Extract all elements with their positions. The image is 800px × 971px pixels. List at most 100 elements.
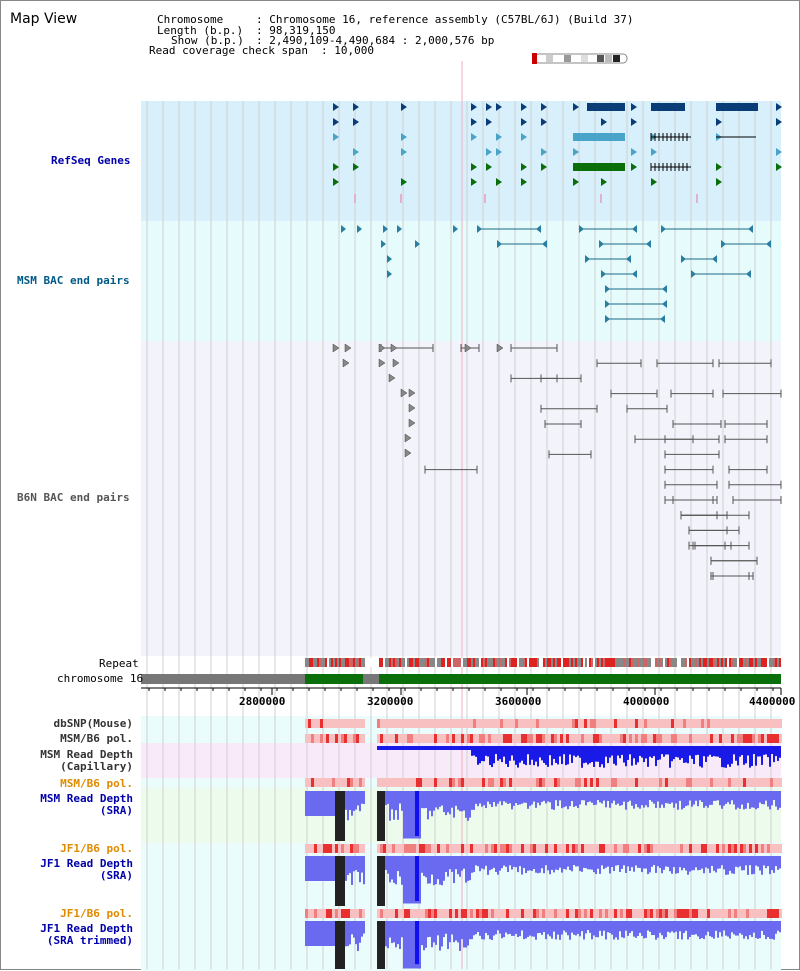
msm-bac-track-label[interactable]: MSM BAC end pairs bbox=[17, 274, 130, 287]
depth-bar bbox=[737, 791, 739, 808]
depth-bar bbox=[477, 921, 479, 932]
polymorphism-mark bbox=[671, 734, 674, 743]
polymorphism-mark bbox=[722, 844, 725, 853]
repeat-mark bbox=[595, 658, 597, 667]
polymorphism-mark bbox=[395, 719, 398, 728]
polymorphism-mark bbox=[635, 734, 638, 743]
depth-bar bbox=[641, 791, 643, 806]
polymorphism-mark bbox=[620, 844, 623, 853]
depth-bar bbox=[411, 746, 413, 750]
length-value: : 98,319,150 bbox=[256, 24, 336, 37]
depth-bar bbox=[697, 921, 699, 937]
depth-bar bbox=[593, 791, 595, 806]
repeat-mark bbox=[515, 658, 517, 667]
polymorphism-mark bbox=[539, 909, 542, 918]
msm-depth-capillary-label[interactable]: MSM Read Depth (Capillary) bbox=[40, 748, 133, 773]
depth-bar bbox=[779, 791, 781, 808]
msm-pol-sra-row-label[interactable]: MSM/B6 pol. bbox=[60, 777, 133, 790]
depth-bar bbox=[715, 921, 717, 931]
msm-depth-sra-label[interactable]: MSM Read Depth (SRA) bbox=[40, 792, 133, 817]
polymorphism-mark bbox=[467, 909, 470, 918]
polymorphism-mark bbox=[341, 909, 344, 918]
gene-marker bbox=[353, 103, 359, 111]
polymorphism-mark bbox=[434, 909, 437, 918]
repeat-mark bbox=[405, 658, 407, 667]
repeat-mark bbox=[501, 658, 503, 667]
b6n-bac-track-label[interactable]: B6N BAC end pairs bbox=[17, 491, 130, 504]
polymorphism-mark bbox=[431, 909, 434, 918]
coverage-key: Read coverage check span bbox=[149, 44, 308, 57]
gene-marker bbox=[541, 148, 547, 156]
polymorphism-mark bbox=[644, 909, 647, 918]
depth-bar bbox=[439, 921, 441, 951]
depth-bar bbox=[769, 746, 771, 767]
jf1-depth-trimmed-label[interactable]: JF1 Read Depth (SRA trimmed) bbox=[40, 922, 133, 947]
polymorphism-mark bbox=[590, 778, 593, 787]
polymorphism-mark bbox=[731, 778, 734, 787]
dbsnp-row-label[interactable]: dbSNP(Mouse) bbox=[53, 717, 133, 730]
depth-bar bbox=[383, 746, 385, 750]
depth-bar bbox=[499, 921, 501, 934]
depth-bar bbox=[587, 791, 589, 803]
polymorphism-mark bbox=[701, 719, 704, 728]
depth-bar bbox=[475, 746, 477, 757]
jf1-pol-trimmed-row-label[interactable]: JF1/B6 pol. bbox=[60, 907, 133, 920]
bac-end bbox=[453, 225, 458, 233]
depth-bar bbox=[631, 746, 633, 766]
depth-bar bbox=[757, 856, 759, 867]
repeat-mark bbox=[475, 658, 477, 667]
depth-bar bbox=[481, 791, 483, 807]
depth-bar bbox=[627, 746, 629, 760]
gene-marker bbox=[776, 163, 782, 171]
polymorphism-mark bbox=[575, 719, 578, 728]
depth-bar bbox=[501, 856, 503, 869]
depth-bar bbox=[661, 746, 663, 755]
jf1-depth-sra-label[interactable]: JF1 Read Depth (SRA) bbox=[40, 857, 133, 882]
repeat-mark bbox=[441, 658, 443, 667]
depth-bar bbox=[453, 746, 455, 750]
gene-marker bbox=[631, 103, 637, 111]
depth-bar bbox=[657, 746, 659, 761]
depth-bar bbox=[395, 856, 397, 885]
polymorphism-mark bbox=[779, 909, 782, 918]
depth-bar bbox=[543, 856, 545, 874]
msm-pol-row-label[interactable]: MSM/B6 pol. bbox=[60, 732, 133, 745]
polymorphism-mark bbox=[656, 909, 659, 918]
polymorphism-mark bbox=[677, 778, 680, 787]
depth-bar bbox=[447, 856, 449, 877]
depth-bar bbox=[693, 856, 695, 871]
polymorphism-mark bbox=[587, 719, 590, 728]
depth-bar bbox=[485, 791, 487, 809]
polymorphism-mark bbox=[659, 719, 662, 728]
polymorphism-mark bbox=[779, 719, 782, 728]
polymorphism-mark bbox=[737, 909, 740, 918]
jf1-pol-row-label[interactable]: JF1/B6 pol. bbox=[60, 842, 133, 855]
polymorphism-mark bbox=[626, 734, 629, 743]
depth-bar bbox=[621, 791, 623, 806]
polymorphism-mark bbox=[758, 719, 761, 728]
depth-bar bbox=[577, 746, 579, 756]
polymorphism-mark bbox=[461, 719, 464, 728]
polymorphism-mark bbox=[578, 844, 581, 853]
repeat-mark bbox=[385, 658, 387, 667]
gene-block bbox=[651, 103, 685, 111]
polymorphism-mark bbox=[404, 734, 407, 743]
depth-bar bbox=[687, 856, 689, 875]
ideogram-band bbox=[597, 55, 604, 62]
depth-bar bbox=[319, 921, 321, 946]
depth-bar bbox=[567, 746, 569, 765]
polymorphism-mark bbox=[716, 844, 719, 853]
refseq-track-label[interactable]: RefSeq Genes bbox=[51, 154, 131, 167]
depth-bar bbox=[307, 921, 309, 946]
polymorphism-mark bbox=[467, 778, 470, 787]
polymorphism-mark bbox=[341, 778, 344, 787]
repeat-mark bbox=[639, 658, 641, 667]
polymorphism-mark bbox=[356, 778, 359, 787]
depth-bar bbox=[401, 856, 403, 885]
depth-bar bbox=[617, 856, 619, 866]
polymorphism-mark bbox=[566, 909, 569, 918]
repeat-mark bbox=[435, 658, 437, 667]
polymorphism-mark bbox=[470, 719, 473, 728]
depth-bar bbox=[311, 791, 313, 816]
